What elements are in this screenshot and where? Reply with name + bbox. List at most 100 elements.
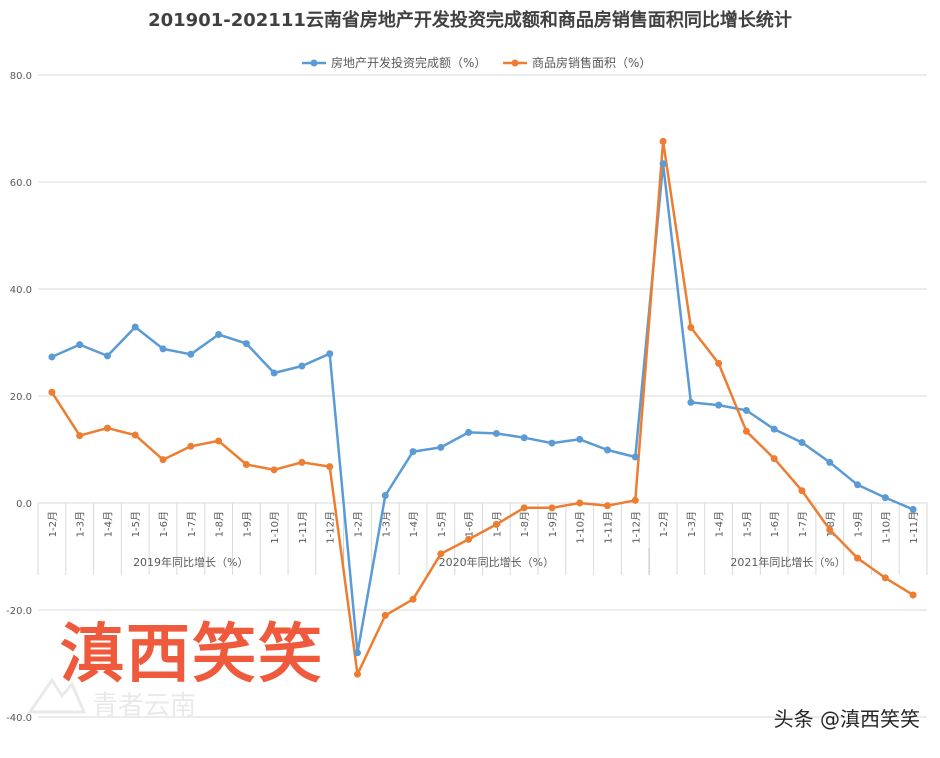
watermark: 滇西笑笑 青者云南 头条 @滇西笑笑 — [27, 617, 920, 731]
x-tick-label: 1-3月 — [686, 511, 698, 537]
mountain-logo-icon — [27, 677, 87, 714]
chart-legend: 房地产开发投资完成额（%） 商品房销售面积（%） — [302, 55, 651, 70]
y-tick-label: 20.0 — [10, 392, 32, 403]
data-point-sales — [76, 432, 84, 440]
data-point-investment — [270, 369, 278, 377]
x-tick-label: 1-5月 — [741, 511, 753, 537]
data-point-investment — [631, 453, 639, 461]
x-group-label: 2019年同比增长（%） — [133, 555, 248, 569]
legend-dot-investment — [310, 59, 318, 67]
x-tick-label: 1-11月 — [603, 511, 615, 544]
data-point-sales — [131, 431, 139, 439]
data-point-sales — [187, 442, 195, 450]
y-tick-label: 0.0 — [16, 499, 32, 510]
data-point-investment — [215, 330, 223, 338]
x-tick-label: 1-11月 — [297, 511, 309, 544]
data-point-sales — [381, 611, 389, 619]
series-line-sales — [50, 140, 914, 676]
data-point-investment — [881, 494, 889, 502]
data-point-sales — [798, 487, 806, 495]
data-point-investment — [326, 350, 334, 358]
data-point-sales — [270, 466, 278, 474]
data-point-investment — [381, 492, 389, 500]
x-tick-label: 1-4月 — [408, 511, 420, 537]
x-tick-label: 1-3月 — [380, 511, 392, 537]
x-tick-label: 1-5月 — [130, 511, 142, 537]
data-point-sales — [687, 324, 695, 332]
data-point-investment — [242, 340, 250, 348]
faint-logo: 青者云南 — [27, 677, 196, 721]
data-point-investment — [437, 443, 445, 451]
data-point-sales — [326, 463, 334, 471]
x-tick-label: 1-9月 — [547, 511, 559, 537]
data-point-sales — [631, 496, 639, 504]
series-lines — [50, 140, 914, 676]
x-tick-label: 1-10月 — [575, 511, 587, 544]
x-tick-label: 1-9月 — [241, 511, 253, 537]
data-point-investment — [742, 406, 750, 414]
data-point-sales — [742, 427, 750, 435]
data-point-investment — [687, 398, 695, 406]
data-point-sales — [548, 504, 556, 512]
x-tick-label: 1-2月 — [352, 511, 364, 537]
data-point-sales — [215, 437, 223, 445]
x-tick-label: 1-5月 — [436, 511, 448, 537]
data-point-investment — [103, 352, 111, 360]
data-point-investment — [492, 429, 500, 437]
data-point-investment — [715, 401, 723, 409]
y-tick-label: 40.0 — [10, 285, 32, 296]
data-point-sales — [770, 455, 778, 463]
data-point-sales — [409, 595, 417, 603]
data-point-sales — [492, 520, 500, 528]
legend-label-sales: 商品房销售面积（%） — [532, 55, 651, 70]
data-point-investment — [659, 160, 667, 168]
data-point-sales — [465, 535, 473, 543]
x-tick-label: 1-4月 — [714, 511, 726, 537]
x-tick-label: 1-6月 — [158, 511, 170, 537]
x-tick-label: 1-10月 — [269, 511, 281, 544]
data-point-sales — [715, 359, 723, 367]
data-point-sales — [576, 499, 584, 507]
data-point-investment — [48, 353, 56, 361]
data-point-investment — [576, 435, 584, 443]
data-point-sales — [159, 456, 167, 464]
x-tick-label: 1-12月 — [325, 511, 337, 544]
data-point-investment — [187, 350, 195, 358]
chart-title: 201901-202111云南省房地产开发投资完成额和商品房销售面积同比增长统计 — [148, 9, 792, 31]
x-axis: 1-2月 1-3月 1-4月 1-5月 1-6月 1-7月 1-8月 1-9月 1-10月 1-1… — [37, 503, 928, 575]
data-point-investment — [76, 341, 84, 349]
data-point-sales — [659, 137, 667, 145]
x-tick-label: 1-8月 — [519, 511, 531, 537]
x-group-label: 2020年同比增长（%） — [439, 555, 554, 569]
x-tick-label: 1-6月 — [769, 511, 781, 537]
data-point-investment — [909, 505, 917, 513]
x-tick-label: 1-11月 — [908, 511, 920, 544]
faint-logo-text: 青者云南 — [92, 691, 196, 721]
x-group-label: 2021年同比增长（%） — [730, 555, 845, 569]
x-tick-label: 1-2月 — [47, 511, 59, 537]
data-point-investment — [465, 428, 473, 436]
data-point-investment — [604, 446, 612, 454]
y-axis: 80.0 60.0 40.0 20.0 0.0 -20.0 -40.0 — [6, 71, 32, 724]
y-tick-label: 80.0 — [10, 71, 32, 82]
data-point-investment — [131, 323, 139, 331]
data-point-sales — [437, 550, 445, 558]
data-point-investment — [826, 458, 834, 466]
data-point-investment — [798, 439, 806, 447]
data-point-sales — [353, 670, 361, 678]
x-tick-label: 1-10月 — [880, 511, 892, 544]
corner-watermark: 头条 @滇西笑笑 — [774, 707, 920, 731]
x-tick-label: 1-12月 — [630, 511, 642, 544]
data-point-investment — [159, 345, 167, 353]
series-points — [48, 137, 917, 678]
data-point-investment — [520, 434, 528, 442]
x-tick-label: 1-9月 — [853, 511, 865, 537]
data-point-sales — [854, 554, 862, 562]
data-point-investment — [353, 649, 361, 657]
y-tick-label: 60.0 — [10, 178, 32, 189]
data-point-sales — [909, 591, 917, 599]
x-tick-label: 1-7月 — [186, 511, 198, 537]
data-point-sales — [881, 574, 889, 582]
x-tick-label: 1-2月 — [658, 511, 670, 537]
